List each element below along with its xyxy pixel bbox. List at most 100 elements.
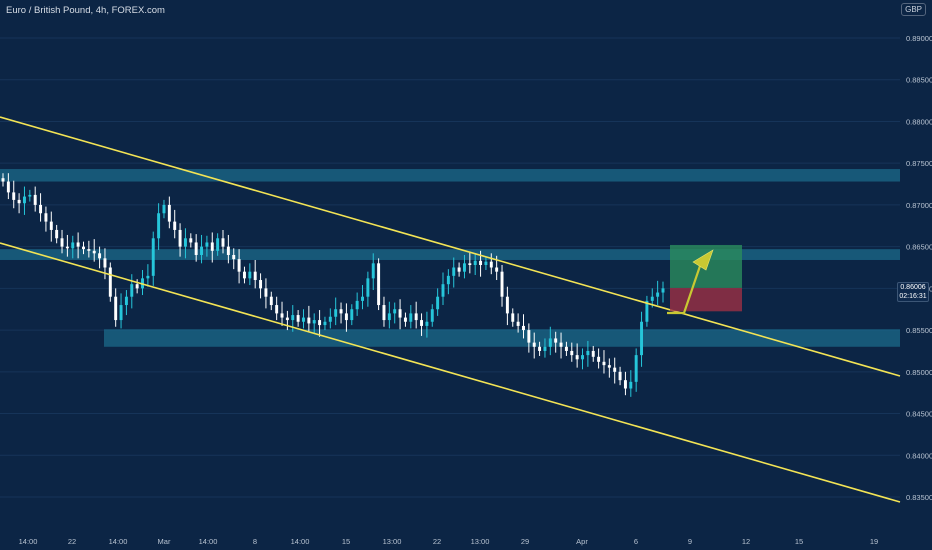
candle [135,279,139,294]
candle [500,264,504,307]
symbol-title[interactable]: Euro / British Pound, 4h, FOREX.com [6,5,165,16]
candle [253,259,257,289]
candle-body [296,315,300,322]
candle-body [623,380,627,389]
candle [296,310,300,327]
candle [312,313,316,334]
candle-body [33,194,37,205]
candle-body [344,313,348,321]
candle [1,173,5,187]
candle-body [146,275,150,279]
candle [183,228,187,259]
candle [76,232,80,259]
candle [210,232,214,263]
candle [33,186,37,212]
candle-body [103,258,107,268]
candle [55,224,59,244]
candle [602,350,606,374]
candle-body [302,317,305,322]
candle-body [479,260,483,265]
candle [425,311,429,338]
candle-body [119,305,123,321]
candle-body [382,305,386,321]
price-axis[interactable]: 0.89000 0.88500 0.88000 0.87500 0.87000 0.865… [906,34,932,502]
candle-body [44,213,48,222]
price-tick-label: 0.87500 [906,159,932,168]
candle [323,316,327,331]
candle-body [366,278,370,297]
candle [264,278,268,309]
candle [441,272,445,306]
candle-body [124,296,128,306]
candle-body [618,371,622,381]
candle-body [564,346,568,351]
candle-body [216,238,220,251]
candle-body [409,313,413,322]
candle-body [312,320,316,324]
time-tick-label: 13:00 [471,537,490,546]
candle-body [543,346,547,351]
candle-body [17,199,21,204]
candle-body [607,365,611,368]
support-zone-lower [104,329,900,347]
time-tick-label: Apr [576,537,588,546]
candle-body [135,284,139,289]
trend-channel-lines [0,116,901,503]
candle [361,285,364,310]
candlesticks [1,173,665,397]
candle [65,234,69,257]
support-resistance-zones [0,169,900,347]
currency-badge[interactable]: GBP [901,3,926,16]
candle-body [355,300,359,310]
time-tick-label: 15 [342,537,350,546]
candle-body [468,263,472,265]
candle-body [280,313,284,318]
candle-body [656,292,660,297]
candle-body [28,194,32,197]
candle [17,193,21,214]
candle-body [194,242,198,255]
candle [371,253,375,291]
candle [60,229,64,254]
candle [119,293,123,329]
candle [130,274,134,309]
time-axis[interactable]: 14:00 22 14:00 Mar 14:00 8 14:00 15 13:00 22 13:00… [19,537,879,546]
candle-body [661,288,665,293]
candle [489,253,493,275]
candle [232,248,236,270]
candle [242,266,246,284]
candle-body [473,260,477,265]
candle [511,308,515,327]
time-tick-label: 15 [795,537,803,546]
candle [462,254,466,279]
candle [22,186,26,215]
candle-body [559,342,563,347]
candle [575,343,579,368]
candle-body [500,271,504,297]
candle-body [634,355,638,382]
candle-body [237,259,241,272]
candle-body [114,296,118,321]
candle [200,234,204,264]
candle-body [328,316,332,322]
candle [151,231,155,286]
candle-body [452,267,456,276]
candle-body [200,246,204,255]
candle-body [55,229,59,239]
candle [484,256,488,271]
price-tick-label: 0.85500 [906,326,932,335]
candle-body [361,296,364,301]
candle-body [538,346,542,351]
time-tick-label: 9 [688,537,692,546]
long-position-tool[interactable] [667,244,742,315]
candle [44,206,48,232]
candle-body [130,284,134,297]
price-tick-label: 0.84000 [906,451,932,460]
candle-body [189,238,193,243]
candle [554,331,558,353]
candle [103,248,107,280]
candle-body [248,271,252,279]
candle [420,313,424,336]
candle-body [602,361,606,366]
